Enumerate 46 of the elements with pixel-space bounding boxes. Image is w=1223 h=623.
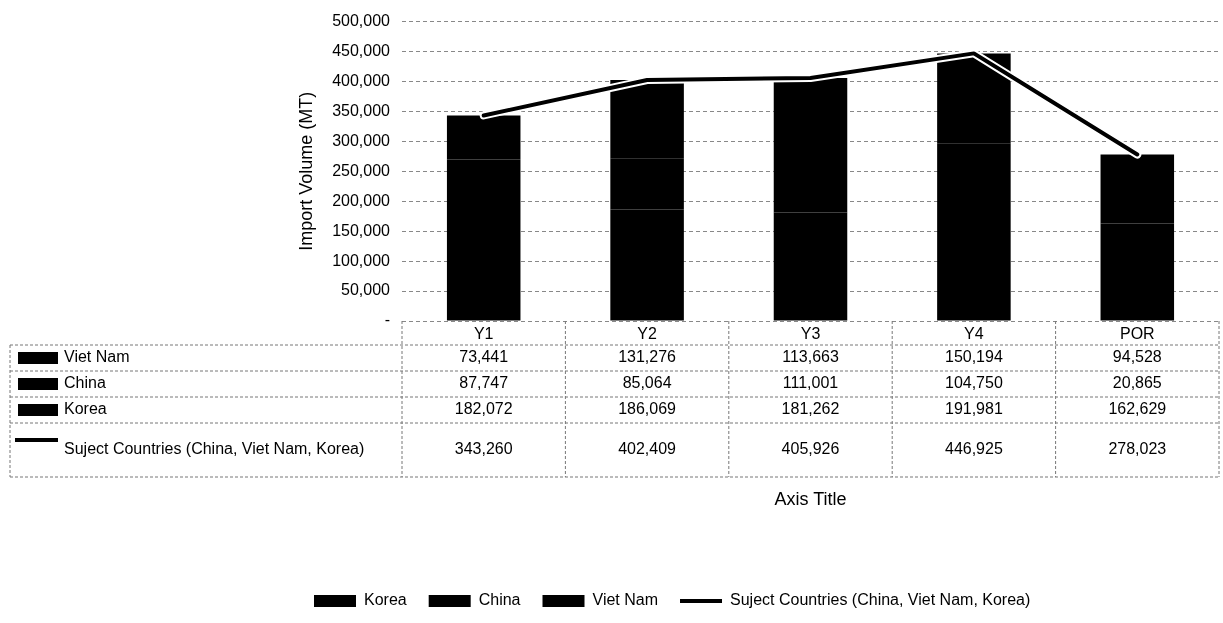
y-tick-label: 100,000: [332, 251, 391, 269]
x-tick-label: Y4: [964, 325, 984, 343]
y-tick-label: 350,000: [332, 101, 391, 119]
y-tick-label: 300,000: [332, 131, 391, 149]
data-label: 278,023: [1108, 440, 1167, 458]
data-label: 186,069: [618, 400, 677, 418]
y-tick-label: -: [384, 311, 390, 329]
legend-label: China: [478, 591, 521, 609]
text: China: [64, 374, 106, 392]
y-tick-label: 500,000: [332, 12, 391, 30]
text: Suject Countries (China, Viet Nam, Korea): [730, 591, 1031, 609]
data-label: 131,276: [618, 348, 677, 366]
data-label: 162,629: [1108, 400, 1167, 418]
data-label: 405,926: [781, 440, 840, 458]
legend-label: Viet Nam: [64, 348, 130, 366]
text: Korea: [64, 400, 107, 418]
data-label: 73,441: [459, 348, 509, 366]
y-tick-label: 250,000: [332, 161, 391, 179]
data-label: 402,409: [618, 440, 677, 458]
data-label: 85,064: [622, 374, 672, 392]
data-label: 87,747: [459, 374, 509, 392]
y-tick-label: 50,000: [341, 281, 391, 299]
data-label: 446,925: [944, 440, 1003, 458]
data-label: 191,981: [944, 400, 1003, 418]
y-axis-title: Import Volume (MT): [295, 91, 316, 251]
text: Axis Title: [774, 488, 847, 509]
x-tick-label: Y2: [637, 325, 657, 343]
y-tick-label: 200,000: [332, 191, 391, 209]
data-label: 113,663: [782, 348, 839, 366]
legend-label: Suject Countries (China, Viet Nam, Korea): [64, 440, 365, 458]
data-label: 343,260: [454, 440, 513, 458]
x-tick-label: Y1: [473, 325, 494, 343]
data-label: 182,072: [454, 400, 513, 418]
legend-label: Korea: [364, 591, 407, 609]
y-tick-label: 400,000: [332, 71, 391, 89]
data-label: 94,528: [1112, 348, 1162, 366]
data-label: 111,001: [782, 374, 839, 392]
y-tick-label: 450,000: [332, 41, 391, 59]
data-label: 20,865: [1112, 374, 1162, 392]
data-label: 181,262: [781, 400, 840, 418]
data-label: 104,750: [944, 374, 1003, 392]
data-label: 150,194: [944, 348, 1003, 366]
x-tick-label: POR: [1119, 325, 1155, 343]
y-tick-label: 150,000: [332, 221, 391, 239]
text: Viet Nam: [592, 591, 659, 609]
x-tick-label: Y3: [800, 325, 821, 343]
